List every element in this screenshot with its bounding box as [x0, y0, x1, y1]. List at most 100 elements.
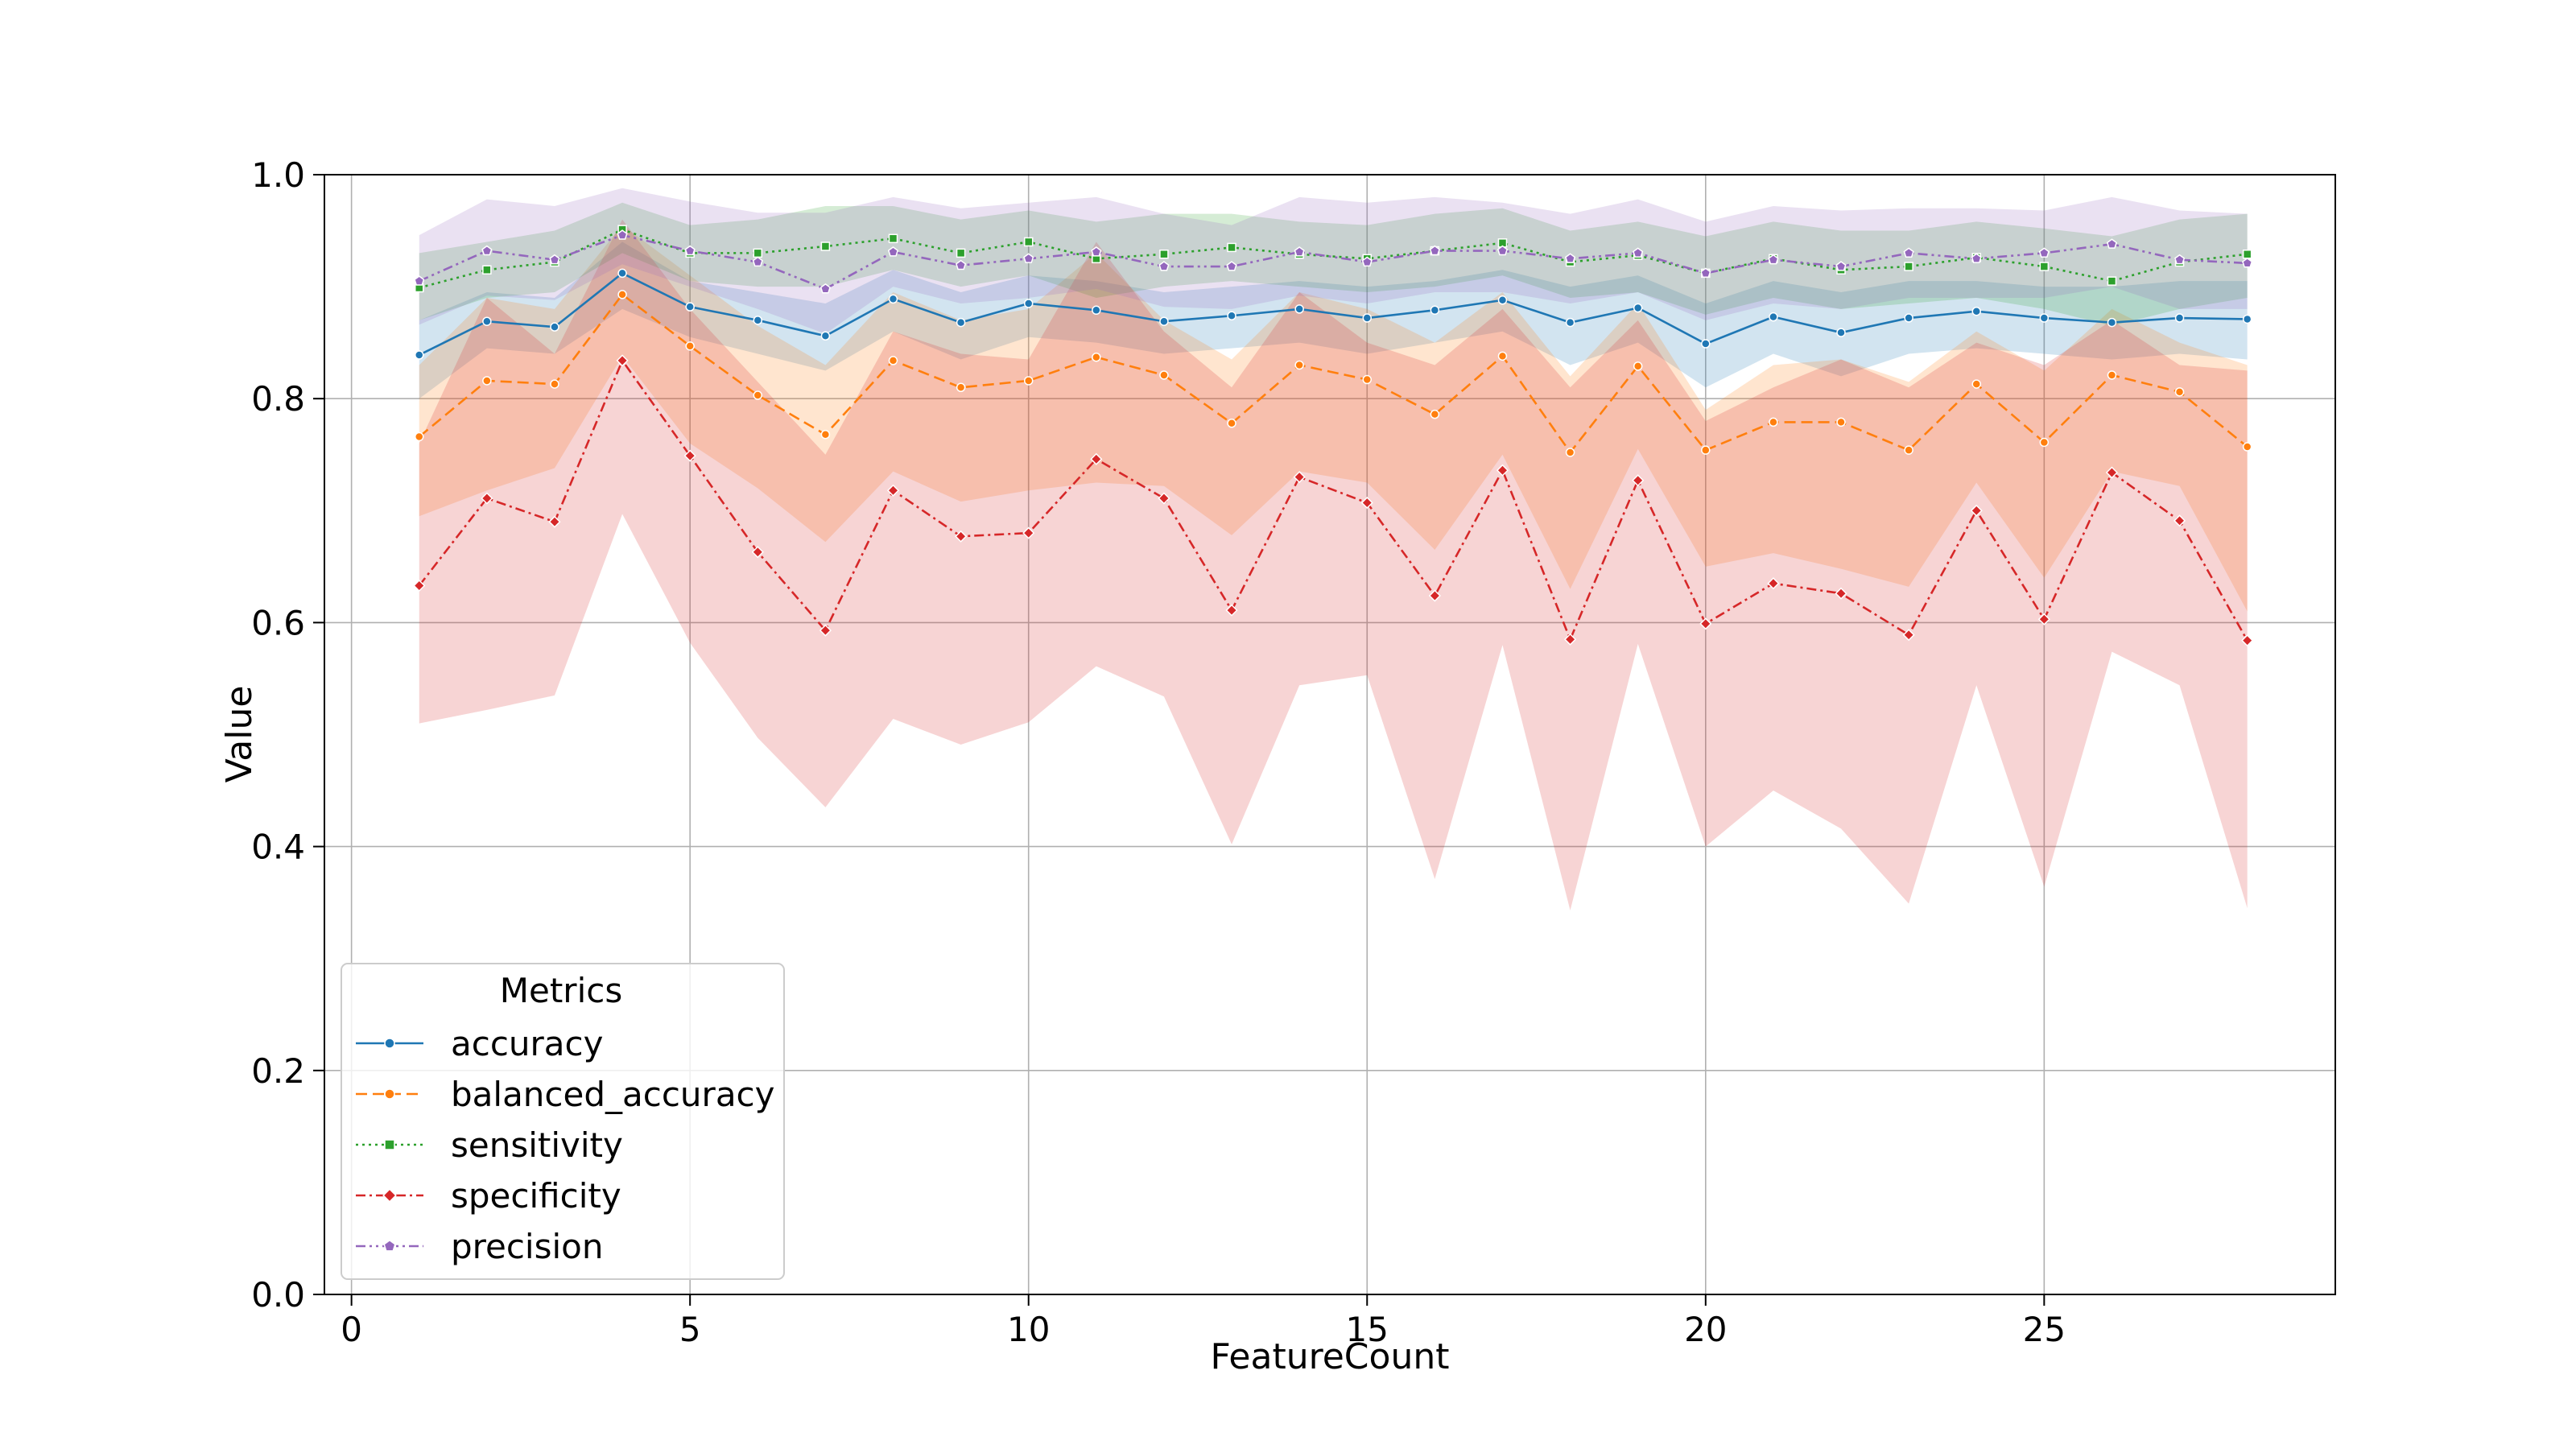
point-specificity — [1022, 526, 1035, 539]
point-precision — [1429, 245, 1440, 256]
legend-marker-accuracy — [384, 1038, 395, 1049]
y-tick-label: 0.0 — [251, 1275, 305, 1315]
point-balanced_accuracy — [482, 376, 492, 386]
point-precision — [1835, 261, 1847, 271]
x-axis-label: FeatureCount — [1211, 1336, 1450, 1377]
point-specificity — [886, 484, 900, 497]
point-accuracy — [415, 350, 424, 360]
point-sensitivity — [753, 248, 763, 258]
y-tick-label: 1.0 — [251, 155, 305, 195]
point-specificity — [548, 515, 561, 528]
point-precision — [1564, 253, 1576, 263]
point-specificity — [1699, 617, 1712, 630]
point-balanced_accuracy — [1023, 376, 1034, 386]
point-specificity — [1360, 497, 1373, 510]
point-specificity — [751, 546, 764, 559]
point-balanced_accuracy — [1904, 445, 1913, 455]
point-accuracy — [482, 316, 492, 326]
legend-label-sensitivity: sensitivity — [451, 1125, 623, 1165]
point-specificity — [616, 354, 629, 367]
point-accuracy — [956, 317, 966, 328]
x-tick-label: 25 — [2023, 1310, 2066, 1349]
point-precision — [549, 254, 560, 265]
legend-label-balanced_accuracy: balanced_accuracy — [451, 1075, 775, 1114]
point-accuracy — [1701, 339, 1711, 349]
point-precision — [684, 245, 696, 256]
point-precision — [1091, 246, 1102, 257]
point-accuracy — [617, 268, 627, 279]
point-precision — [1971, 253, 1982, 263]
point-specificity — [1158, 492, 1170, 505]
point-precision — [1768, 254, 1779, 265]
line-accuracy — [419, 271, 2248, 357]
point-precision — [1903, 247, 1914, 258]
point-precision — [1226, 261, 1237, 271]
point-balanced_accuracy — [550, 379, 559, 389]
legend-marker-sensitivity — [384, 1139, 395, 1150]
point-balanced_accuracy — [1701, 445, 1711, 455]
point-precision — [819, 283, 831, 294]
plot-frame — [324, 174, 2336, 1295]
point-specificity — [819, 624, 832, 637]
legend-box — [341, 963, 785, 1280]
point-balanced_accuracy — [1836, 417, 1846, 427]
point-specificity — [1970, 504, 1983, 517]
band-balanced_accuracy — [419, 225, 2248, 612]
point-precision — [2038, 247, 2050, 258]
line-balanced_accuracy — [418, 293, 2248, 455]
point-balanced_accuracy — [1769, 417, 1778, 427]
point-accuracy — [2242, 314, 2252, 324]
band-specificity — [419, 219, 2248, 910]
point-precision — [2242, 257, 2253, 268]
point-accuracy — [685, 302, 695, 312]
band-accuracy — [419, 242, 2248, 399]
point-specificity — [1428, 589, 1441, 602]
legend-title: Metrics — [500, 971, 622, 1010]
point-balanced_accuracy — [2107, 370, 2117, 380]
point-specificity — [2105, 466, 2119, 479]
point-balanced_accuracy — [415, 431, 424, 442]
point-balanced_accuracy — [1092, 352, 1101, 362]
point-accuracy — [1769, 312, 1778, 322]
point-accuracy — [2107, 317, 2117, 328]
line-sensitivity — [419, 228, 2248, 289]
legend-marker-specificity — [382, 1188, 397, 1203]
point-accuracy — [1497, 295, 1508, 305]
point-balanced_accuracy — [1430, 409, 1440, 419]
point-balanced_accuracy — [1227, 419, 1236, 428]
band-sensitivity — [419, 202, 2248, 326]
point-specificity — [1090, 452, 1103, 465]
legend-label-precision: precision — [451, 1227, 603, 1266]
y-tick-label: 0.6 — [251, 603, 305, 642]
point-accuracy — [2039, 313, 2050, 323]
point-sensitivity — [482, 265, 492, 275]
point-sensitivity — [1159, 250, 1169, 259]
point-specificity — [1835, 587, 1847, 600]
point-specificity — [2037, 613, 2050, 625]
point-specificity — [1225, 604, 1238, 617]
point-accuracy — [1362, 313, 1373, 323]
point-specificity — [1293, 471, 1306, 484]
band-precision — [419, 188, 2248, 334]
point-specificity — [1564, 633, 1577, 646]
point-precision — [1294, 246, 1305, 257]
point-specificity — [1767, 577, 1780, 590]
x-tick-label: 0 — [341, 1310, 362, 1349]
point-specificity — [683, 449, 696, 462]
point-precision — [956, 259, 967, 270]
point-balanced_accuracy — [753, 390, 763, 400]
point-specificity — [481, 492, 493, 505]
point-precision — [752, 256, 763, 267]
point-sensitivity — [1904, 262, 1913, 271]
point-specificity — [955, 530, 968, 543]
point-accuracy — [1092, 305, 1101, 316]
point-balanced_accuracy — [956, 382, 966, 393]
series-markers — [413, 225, 2254, 647]
point-precision — [414, 275, 425, 286]
y-tick-label: 0.4 — [251, 828, 305, 867]
line-specificity — [418, 358, 2248, 642]
axis-ticks: 0 5 10 15 20 25 0.0 0.2 0.4 0.6 0.8 1.0 — [251, 155, 2066, 1349]
point-specificity — [2173, 514, 2186, 527]
point-sensitivity — [956, 248, 966, 258]
